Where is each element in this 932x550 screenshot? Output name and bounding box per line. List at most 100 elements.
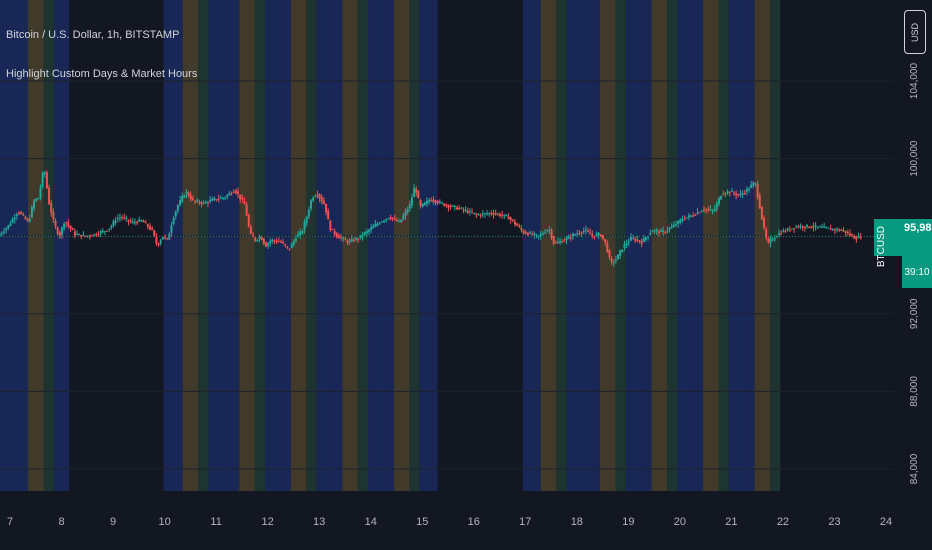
candle — [140, 220, 143, 222]
candle — [569, 237, 572, 239]
candle — [378, 223, 381, 225]
time-axis-tick-label: 23 — [828, 516, 840, 528]
candle — [700, 211, 703, 213]
candle — [48, 187, 51, 205]
candle — [599, 234, 602, 237]
candle — [855, 237, 858, 240]
candle — [473, 213, 476, 215]
candle — [2, 231, 5, 233]
candle — [829, 228, 832, 230]
candle — [185, 191, 188, 194]
candle — [513, 221, 516, 225]
candle — [853, 236, 856, 239]
candle — [769, 238, 772, 244]
candle — [88, 235, 91, 237]
candle — [520, 227, 523, 231]
candle — [24, 216, 27, 220]
candle — [857, 235, 860, 238]
session-highlight-band — [651, 0, 667, 491]
candle — [282, 242, 285, 244]
candle — [737, 194, 740, 196]
candle — [142, 220, 145, 223]
candle — [539, 233, 542, 237]
session-highlight-band — [316, 0, 335, 491]
candle — [106, 230, 109, 232]
candle — [541, 233, 544, 235]
candle — [516, 223, 519, 226]
candle — [423, 202, 426, 206]
candle — [531, 234, 534, 236]
candle — [333, 231, 336, 235]
candle — [702, 210, 705, 212]
candle — [93, 234, 96, 236]
candle — [305, 217, 308, 224]
candle — [82, 234, 85, 236]
candle — [410, 197, 413, 206]
candle — [372, 226, 375, 229]
session-highlight-band — [231, 0, 240, 491]
session-highlight-band — [163, 0, 183, 491]
candle — [494, 213, 497, 215]
candle — [342, 237, 345, 239]
time-axis-tick-label: 19 — [622, 516, 634, 528]
candle — [614, 259, 617, 262]
candle — [443, 203, 446, 206]
candle — [290, 243, 293, 249]
candle — [711, 210, 714, 212]
candle — [299, 231, 302, 235]
candle — [249, 226, 252, 234]
candle — [632, 237, 635, 239]
time-axis-tick-label: 8 — [58, 516, 64, 528]
candle — [694, 214, 697, 216]
currency-button[interactable]: USD — [904, 10, 926, 54]
session-highlight-band — [522, 0, 541, 491]
candle — [15, 214, 18, 217]
candle — [254, 237, 257, 241]
candle — [687, 215, 690, 218]
candle — [786, 228, 789, 231]
candle — [97, 233, 100, 235]
candle — [56, 227, 59, 234]
candle — [320, 197, 323, 202]
candle — [314, 196, 317, 198]
candle — [213, 197, 216, 200]
candle — [157, 243, 160, 245]
candle — [148, 226, 151, 230]
candle — [7, 225, 10, 229]
candle — [765, 229, 768, 238]
candle — [511, 219, 514, 221]
candle — [685, 217, 688, 219]
candle — [112, 221, 115, 226]
candle — [756, 184, 759, 198]
candle — [303, 221, 306, 230]
candle — [758, 195, 761, 209]
candle — [451, 205, 454, 207]
candle — [788, 229, 791, 231]
candle — [200, 202, 203, 205]
candle — [275, 240, 278, 243]
candle — [634, 238, 637, 241]
candle — [28, 218, 31, 222]
candle — [574, 234, 577, 236]
candle — [131, 221, 134, 223]
price-axis-tick-label: 104,000 — [909, 62, 920, 99]
candle — [496, 213, 499, 215]
candle — [387, 218, 390, 220]
candle — [258, 236, 261, 239]
candle — [67, 222, 70, 226]
candle — [245, 204, 248, 216]
candle — [471, 212, 474, 214]
candle — [486, 213, 489, 215]
time-axis-tick-label: 11 — [210, 516, 221, 528]
candle — [297, 234, 300, 237]
candle — [45, 172, 48, 189]
session-highlight-band — [43, 0, 54, 491]
candle — [337, 235, 340, 239]
time-axis-tick-label: 20 — [674, 516, 686, 528]
candle — [750, 184, 753, 188]
candle — [821, 226, 824, 228]
bar-countdown: 39:10 — [902, 256, 932, 288]
session-highlight-band — [556, 0, 567, 491]
candle — [644, 237, 647, 240]
